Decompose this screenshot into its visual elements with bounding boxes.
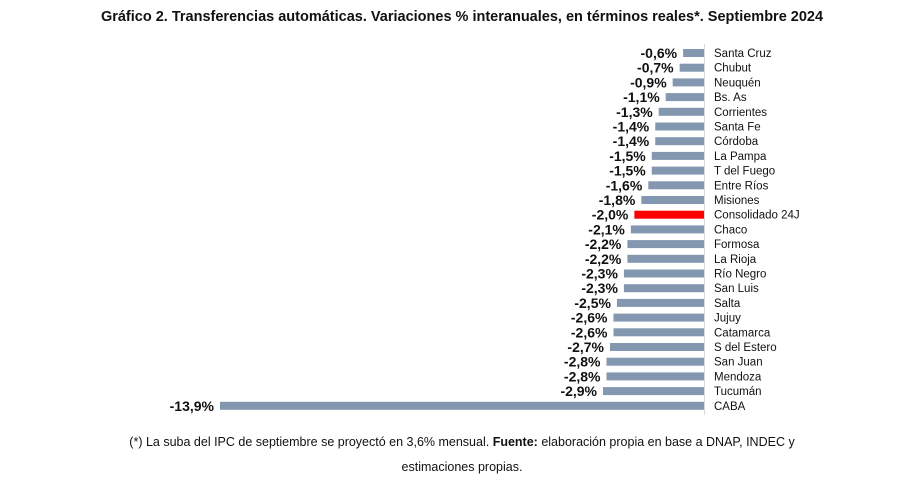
bar-16 (623, 284, 704, 293)
data-label-13: -2,2% (585, 236, 622, 252)
category-label-12: Chaco (714, 224, 747, 236)
category-label-20: S del Estero (714, 342, 777, 354)
chart-title: Gráfico 2. Transferencias automáticas. V… (100, 9, 824, 25)
category-label-9: Entre Ríos (714, 180, 769, 192)
data-label-19: -2,6% (571, 324, 608, 340)
footnote-line-2: estimaciones propias. (401, 460, 523, 474)
bar-17 (616, 298, 704, 307)
data-label-8: -1,5% (609, 163, 646, 179)
category-label-8: T del Fuego (714, 166, 775, 178)
footnote-text: (*) La suba del IPC de septiembre se pro… (129, 435, 493, 449)
bar-21 (606, 357, 704, 366)
category-label-16: San Luis (714, 283, 759, 295)
category-label-3: Bs. As (714, 92, 747, 104)
bar-14 (627, 254, 704, 263)
data-label-21: -2,8% (564, 354, 601, 370)
category-label-4: Corrientes (714, 107, 767, 119)
bar-6 (655, 137, 704, 146)
data-label-1: -0,7% (637, 60, 674, 76)
bar-19 (613, 328, 704, 337)
bar-13 (627, 240, 704, 249)
data-label-16: -2,3% (581, 280, 618, 296)
category-label-19: Catamarca (714, 327, 771, 339)
category-label-14: La Rioja (714, 254, 757, 266)
data-label-3: -1,1% (623, 89, 660, 105)
bar-22 (606, 372, 704, 381)
data-label-2: -0,9% (630, 74, 667, 90)
data-label-20: -2,7% (567, 339, 604, 355)
category-label-15: Río Negro (714, 269, 766, 281)
data-label-14: -2,2% (585, 251, 622, 267)
category-label-23: Tucumán (714, 386, 762, 398)
bar-23 (603, 387, 704, 396)
bar-11 (634, 210, 704, 219)
footnote-line-1: (*) La suba del IPC de septiembre se pro… (0, 435, 924, 449)
data-label-15: -2,3% (581, 266, 618, 282)
bar-8 (651, 166, 704, 175)
data-label-24: -13,9% (170, 398, 215, 414)
category-label-11: Consolidado 24J (714, 210, 800, 222)
bar-15 (623, 269, 704, 278)
bar-3 (665, 93, 704, 102)
bar-10 (641, 196, 704, 204)
data-label-17: -2,5% (574, 295, 611, 311)
category-label-10: Misiones (714, 195, 760, 207)
category-label-1: Chubut (714, 63, 752, 75)
bar-20 (609, 343, 704, 351)
bar-1 (679, 63, 704, 72)
bar-chart: -0,6% Santa Cruz -0,7% Chubut -0,9% Neuquén -1… (170, 44, 800, 415)
bar-0 (683, 49, 704, 57)
bar-4 (658, 107, 704, 116)
data-label-9: -1,6% (606, 177, 643, 193)
category-label-13: Formosa (714, 239, 760, 251)
category-label-6: Córdoba (714, 136, 759, 148)
bar-9 (648, 181, 704, 190)
data-label-22: -2,8% (564, 368, 601, 384)
category-label-17: Salta (714, 298, 741, 310)
data-label-6: -1,4% (613, 133, 650, 149)
category-label-22: Mendoza (714, 371, 762, 383)
bar-24 (220, 401, 704, 410)
bar-18 (613, 313, 704, 322)
data-label-11: -2,0% (592, 207, 629, 223)
data-label-18: -2,6% (571, 310, 608, 326)
data-label-23: -2,9% (560, 383, 597, 399)
source-text: elaboración propia en base a DNAP, INDEC… (537, 435, 795, 449)
data-label-12: -2,1% (588, 221, 625, 237)
data-label-0: -0,6% (641, 45, 678, 61)
bar-2 (672, 78, 704, 87)
data-label-10: -1,8% (599, 192, 636, 208)
category-label-24: CABA (714, 401, 746, 413)
data-label-5: -1,4% (613, 119, 650, 135)
category-label-2: Neuquén (714, 77, 761, 89)
bar-7 (651, 151, 704, 160)
category-label-21: San Juan (714, 357, 763, 369)
data-label-4: -1,3% (616, 104, 653, 120)
category-label-0: Santa Cruz (714, 48, 772, 60)
category-label-18: Jujuy (714, 313, 741, 325)
category-label-7: La Pampa (714, 151, 767, 163)
bar-12 (630, 225, 704, 234)
source-label: Fuente: (492, 435, 538, 449)
category-label-5: Santa Fe (714, 122, 761, 134)
data-label-7: -1,5% (609, 148, 646, 164)
bar-5 (655, 122, 704, 131)
